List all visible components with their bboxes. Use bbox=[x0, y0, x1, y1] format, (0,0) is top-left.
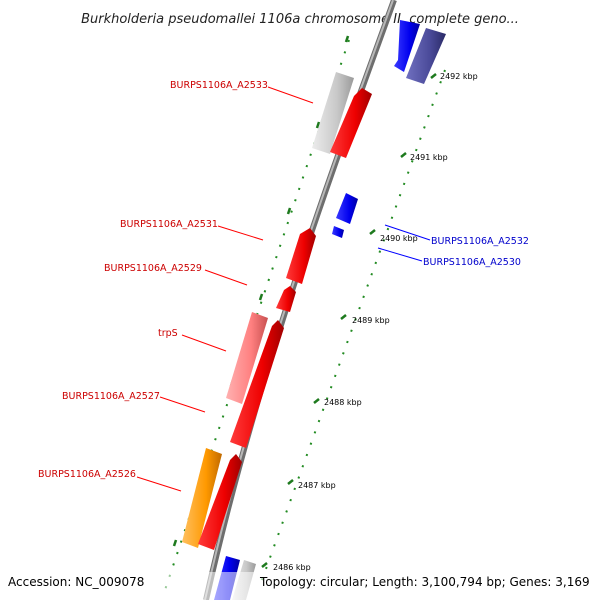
gene-label-a2529: BURPS1106A_A2529 bbox=[104, 263, 202, 274]
tick-label-2491: 2491 kbp bbox=[410, 153, 448, 162]
reverse-gene-labels: BURPS1106A_A2532 BURPS1106A_A2530 bbox=[423, 236, 529, 268]
footer-accession: Accession: NC_009078 bbox=[8, 575, 144, 589]
tick-label-2486: 2486 kbp bbox=[273, 563, 311, 572]
footer-summary: Topology: circular; Length: 3,100,794 bp… bbox=[259, 575, 590, 589]
kbp-tick-labels: 2492 kbp 2491 kbp 2490 kbp 2489 kbp 2488… bbox=[273, 72, 478, 572]
feature-grey-a2533 bbox=[312, 72, 354, 154]
gene-label-a2531: BURPS1106A_A2531 bbox=[120, 219, 218, 230]
forward-leader-lines bbox=[136, 86, 314, 492]
outer-major-dashes bbox=[261, 73, 437, 568]
feature-navy-top bbox=[406, 28, 446, 84]
features bbox=[182, 20, 446, 600]
feature-blue-a2532 bbox=[336, 193, 358, 224]
feature-red-a2527 bbox=[230, 320, 284, 448]
gene-label-trps: trpS bbox=[158, 328, 178, 339]
outer-dotted-scale bbox=[261, 69, 446, 581]
tick-label-2492: 2492 kbp bbox=[440, 72, 478, 81]
feature-blue-a2530 bbox=[332, 226, 344, 238]
feature-reverse-blue-top bbox=[394, 20, 420, 72]
tick-label-2487: 2487 kbp bbox=[298, 481, 336, 490]
feature-red-a2526 bbox=[198, 454, 242, 550]
map-title: Burkholderia pseudomallei 1106a chromoso… bbox=[81, 12, 519, 27]
tick-label-2490: 2490 kbp bbox=[380, 234, 418, 243]
gene-label-a2532: BURPS1106A_A2532 bbox=[431, 236, 529, 247]
forward-gene-labels: BURPS1106A_A2533 BURPS1106A_A2531 BURPS1… bbox=[38, 80, 268, 480]
feature-red-a2531 bbox=[286, 228, 316, 284]
feature-pink-trps bbox=[226, 312, 268, 404]
reverse-leader-lines bbox=[377, 224, 431, 262]
feature-orange bbox=[182, 448, 222, 548]
gene-label-a2533: BURPS1106A_A2533 bbox=[170, 80, 268, 91]
feature-red-a2533 bbox=[330, 88, 372, 158]
feature-red-a2529 bbox=[276, 286, 296, 312]
tick-label-2488: 2488 kbp bbox=[324, 398, 362, 407]
gene-label-a2527: BURPS1106A_A2527 bbox=[62, 391, 160, 402]
tick-label-2489: 2489 kbp bbox=[352, 316, 390, 325]
gene-label-a2530: BURPS1106A_A2530 bbox=[423, 257, 521, 268]
inner-major-dashes bbox=[172, 35, 350, 547]
footer-backdrop bbox=[0, 572, 600, 600]
gene-label-a2526: BURPS1106A_A2526 bbox=[38, 469, 136, 480]
